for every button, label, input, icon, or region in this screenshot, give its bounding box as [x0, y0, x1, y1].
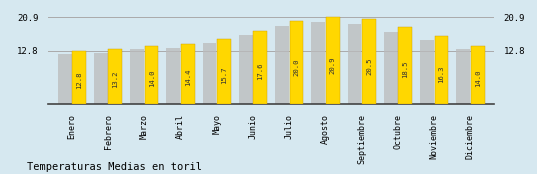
Bar: [456, 49, 470, 104]
Bar: [58, 54, 71, 104]
Bar: [311, 22, 325, 104]
Bar: [275, 26, 289, 104]
Bar: [326, 17, 340, 104]
Bar: [384, 32, 398, 104]
Text: 20.5: 20.5: [366, 57, 372, 75]
Text: 16.3: 16.3: [439, 65, 445, 82]
Text: Temperaturas Medias en toril: Temperaturas Medias en toril: [27, 162, 202, 172]
Bar: [166, 48, 180, 104]
Bar: [130, 49, 144, 104]
Text: 14.0: 14.0: [475, 69, 481, 87]
Bar: [94, 53, 108, 104]
Text: 20.0: 20.0: [294, 58, 300, 76]
Bar: [72, 51, 86, 104]
Bar: [471, 46, 484, 104]
Text: 12.8: 12.8: [76, 72, 82, 89]
Text: 14.0: 14.0: [149, 69, 155, 87]
Text: 14.4: 14.4: [185, 69, 191, 86]
Text: 18.5: 18.5: [402, 61, 408, 78]
Text: 17.6: 17.6: [257, 63, 263, 80]
Bar: [144, 46, 158, 104]
Text: 15.7: 15.7: [221, 66, 227, 84]
Bar: [420, 40, 434, 104]
Bar: [239, 35, 253, 104]
Bar: [347, 24, 361, 104]
Bar: [108, 49, 122, 104]
Bar: [181, 44, 195, 104]
Bar: [253, 31, 267, 104]
Bar: [289, 21, 303, 104]
Bar: [202, 43, 216, 104]
Bar: [434, 36, 448, 104]
Bar: [217, 39, 231, 104]
Text: 13.2: 13.2: [112, 71, 118, 88]
Bar: [362, 19, 376, 104]
Text: 20.9: 20.9: [330, 56, 336, 74]
Bar: [398, 27, 412, 104]
